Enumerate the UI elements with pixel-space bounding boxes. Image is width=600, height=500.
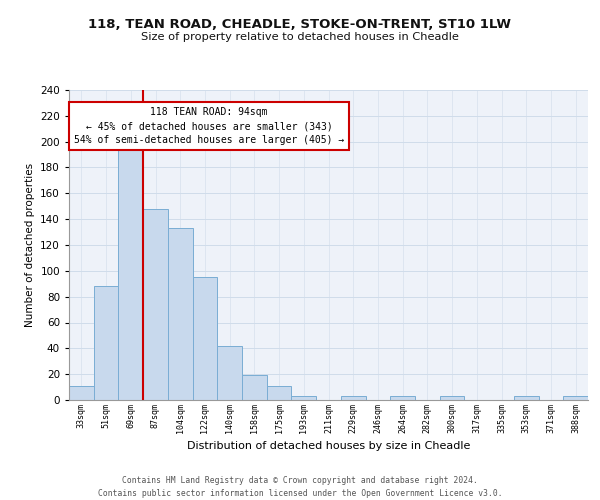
- Bar: [193, 278, 217, 400]
- Bar: [514, 396, 539, 400]
- Y-axis label: Number of detached properties: Number of detached properties: [25, 163, 35, 327]
- Bar: [242, 376, 267, 400]
- Text: 118 TEAN ROAD: 94sqm
← 45% of detached houses are smaller (343)
54% of semi-deta: 118 TEAN ROAD: 94sqm ← 45% of detached h…: [74, 107, 344, 145]
- Bar: [341, 396, 365, 400]
- Bar: [69, 386, 94, 400]
- X-axis label: Distribution of detached houses by size in Cheadle: Distribution of detached houses by size …: [187, 441, 470, 451]
- Bar: [390, 396, 415, 400]
- Bar: [563, 396, 588, 400]
- Bar: [292, 396, 316, 400]
- Bar: [94, 286, 118, 400]
- Bar: [143, 209, 168, 400]
- Bar: [440, 396, 464, 400]
- Text: Size of property relative to detached houses in Cheadle: Size of property relative to detached ho…: [141, 32, 459, 42]
- Text: 118, TEAN ROAD, CHEADLE, STOKE-ON-TRENT, ST10 1LW: 118, TEAN ROAD, CHEADLE, STOKE-ON-TRENT,…: [89, 18, 511, 30]
- Text: Contains HM Land Registry data © Crown copyright and database right 2024.
Contai: Contains HM Land Registry data © Crown c…: [98, 476, 502, 498]
- Bar: [217, 346, 242, 400]
- Bar: [267, 386, 292, 400]
- Bar: [168, 228, 193, 400]
- Bar: [118, 148, 143, 400]
